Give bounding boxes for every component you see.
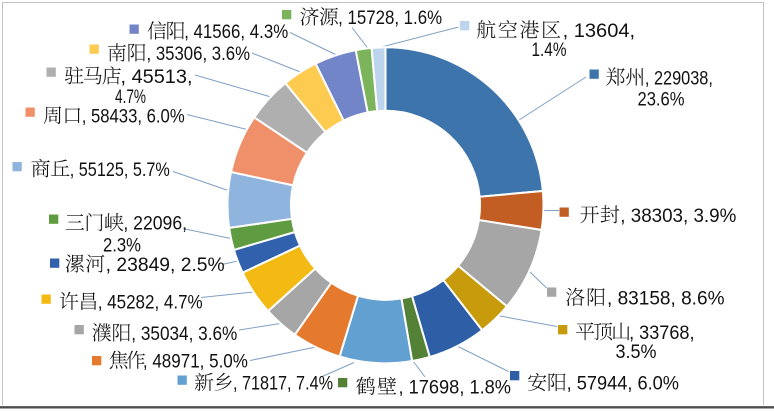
svg-text:, 83158, 8.6%: , 83158, 8.6%: [607, 288, 725, 309]
svg-text:, 41566, 4.3%: , 41566, 4.3%: [184, 22, 288, 43]
svg-text:, 15728, 1.6%: , 15728, 1.6%: [338, 8, 442, 29]
svg-text:, 55125, 5.7%: , 55125, 5.7%: [70, 160, 170, 181]
svg-text:, 45282, 4.7%: , 45282, 4.7%: [98, 293, 203, 314]
svg-text:, 48971, 5.0%: , 48971, 5.0%: [143, 351, 248, 372]
svg-text:, 35306, 3.6%: , 35306, 3.6%: [147, 44, 251, 65]
svg-text:, 38303, 3.9%: , 38303, 3.9%: [620, 206, 736, 227]
svg-text:, 22096,: , 22096,: [123, 214, 187, 235]
svg-text:, 45513,: , 45513,: [121, 67, 193, 88]
svg-text:, 17698, 1.8%: , 17698, 1.8%: [399, 377, 512, 398]
svg-text:, 57944, 6.0%: , 57944, 6.0%: [567, 374, 679, 395]
svg-text:4.7%: 4.7%: [115, 87, 146, 108]
svg-text:, 33768,: , 33768,: [629, 323, 694, 344]
svg-text:, 71817, 7.4%: , 71817, 7.4%: [233, 374, 333, 395]
svg-text:, 229038,: , 229038,: [645, 68, 713, 89]
svg-text:2.3%: 2.3%: [103, 236, 141, 257]
svg-text:, 35034, 3.6%: , 35034, 3.6%: [131, 324, 237, 345]
svg-text:, 58433, 6.0%: , 58433, 6.0%: [82, 107, 185, 128]
svg-text:1.4%: 1.4%: [532, 40, 567, 61]
svg-text:23.6%: 23.6%: [638, 89, 685, 110]
svg-text:3.5%: 3.5%: [616, 342, 657, 363]
svg-text:, 13604,: , 13604,: [563, 21, 636, 42]
svg-text:, 23849, 2.5%: , 23849, 2.5%: [106, 255, 225, 276]
